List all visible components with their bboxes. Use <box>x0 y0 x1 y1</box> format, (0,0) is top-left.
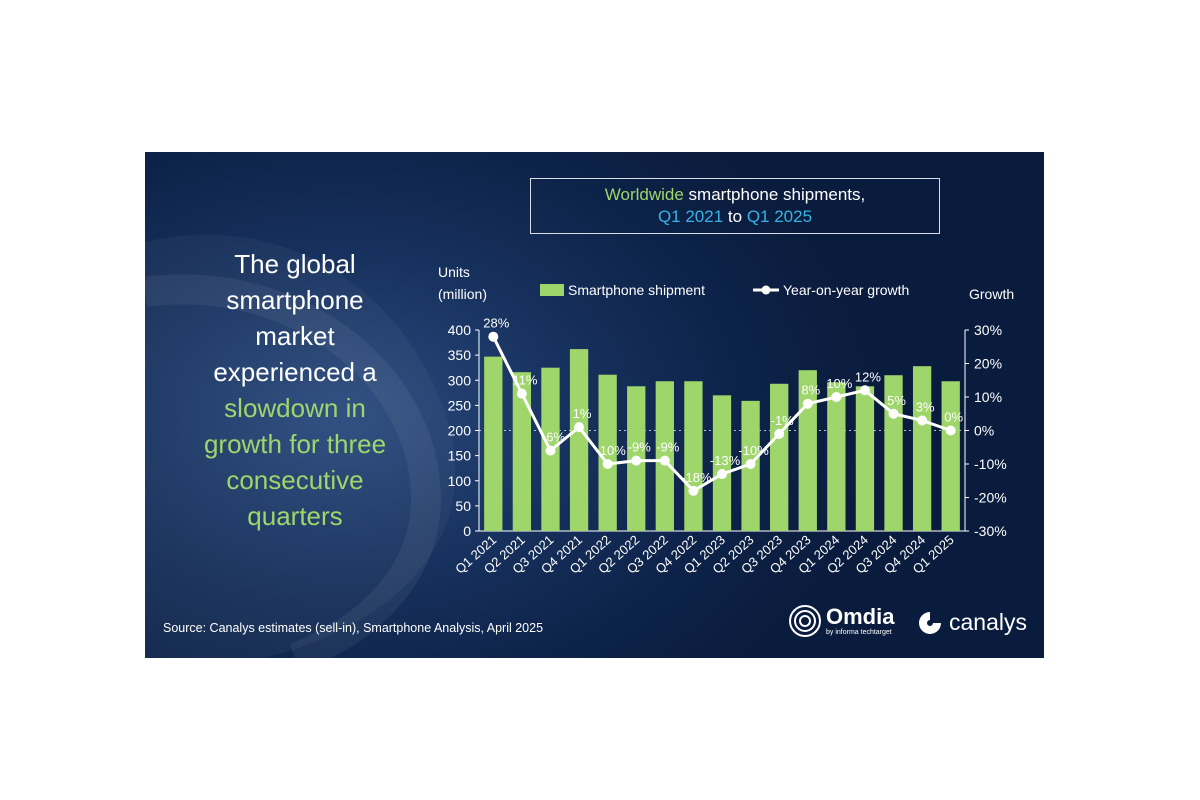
bar-shipment <box>770 383 789 531</box>
y-left-tick-label: 250 <box>448 397 472 413</box>
y-right-tick-label: -20% <box>974 490 1007 506</box>
headline-line: experienced a <box>213 357 377 387</box>
growth-point <box>602 459 613 469</box>
bar-shipment <box>512 372 532 531</box>
bar-shipment <box>712 395 732 531</box>
bar-shipment <box>941 381 960 531</box>
growth-point <box>717 469 727 480</box>
growth-point <box>802 398 813 409</box>
growth-point <box>631 455 642 466</box>
y-right-tick-label: 20% <box>974 356 1002 372</box>
growth-point <box>688 485 699 496</box>
canalys-logo-mark <box>919 611 941 634</box>
growth-data-label: 8% <box>801 383 820 398</box>
omdia-logo-mark <box>789 605 821 637</box>
chart-title-box: Worldwide smartphone shipments, Q1 2021 … <box>530 178 940 234</box>
growth-point <box>888 408 899 419</box>
growth-data-label: -10% <box>595 443 626 458</box>
title-line1-rest: smartphone shipments, <box>683 185 866 204</box>
legend-label-growth: Year-on-year growth <box>783 282 909 298</box>
growth-data-label: 28% <box>483 316 509 331</box>
omdia-logo: Omdia by informa techtarget <box>788 604 894 638</box>
y-right-tick-label: 30% <box>974 322 1002 338</box>
growth-point <box>859 385 870 396</box>
bar-shipment <box>598 374 617 531</box>
headline-line: The global <box>234 249 356 279</box>
legend: Smartphone shipment Year-on-year growth <box>540 282 909 298</box>
slide: Worldwide smartphone shipments, Q1 2021 … <box>145 152 1044 658</box>
y-right-tick-label: 0% <box>974 423 994 439</box>
y-left-tick-label: 200 <box>448 423 472 439</box>
growth-data-label: 11% <box>512 373 537 388</box>
title-start: Q1 2021 <box>657 207 724 226</box>
growth-data-label: -10% <box>738 443 769 458</box>
growth-data-label: -9% <box>656 440 680 455</box>
growth-point <box>516 388 527 399</box>
bar-shipment <box>912 366 932 531</box>
growth-data-label: -9% <box>628 440 652 455</box>
y-axis-right-title: Growth <box>969 286 1014 302</box>
growth-point <box>945 425 956 436</box>
bar-shipment <box>484 356 503 531</box>
headline: The global smartphone market experienced… <box>175 246 415 534</box>
y-right-tick-label: -30% <box>974 523 1007 539</box>
growth-point <box>774 428 785 439</box>
growth-data-label: 5% <box>887 393 906 408</box>
growth-data-label: 10% <box>826 376 852 391</box>
growth-data-label: 12% <box>855 369 881 384</box>
bar-shipment <box>855 386 875 531</box>
y-left-tick-label: 350 <box>448 347 472 363</box>
title-worldwide: Worldwide <box>604 185 684 204</box>
growth-data-label: -6% <box>542 430 566 445</box>
legend-marker-growth <box>761 285 771 295</box>
bar-shipment <box>684 381 703 531</box>
source-note: Source: Canalys estimates (sell-in), Sma… <box>163 621 544 635</box>
canalys-logo: canalys <box>917 609 1027 636</box>
headline-line-green: growth for three <box>203 429 387 459</box>
y-axis-left-title-1: Units <box>438 264 470 280</box>
background-swoosh <box>145 234 456 658</box>
growth-data-label: 3% <box>916 399 935 414</box>
y-left-tick-label: 300 <box>448 372 472 388</box>
omdia-wordmark: Omdia <box>826 603 895 629</box>
chart-title-line1: Worldwide smartphone shipments, <box>531 184 939 206</box>
y-right-tick-label: -10% <box>974 456 1007 472</box>
omdia-byline: by informa techtarget <box>826 628 892 636</box>
growth-data-label: 1% <box>573 406 592 421</box>
legend-label-shipment: Smartphone shipment <box>568 282 705 298</box>
growth-data-label: -1% <box>771 413 795 428</box>
y-left-tick-label: 100 <box>448 473 472 489</box>
growth-point <box>659 455 670 466</box>
shipments-chart: 0 50 100 150 200 250 300 350 400 -30% -20% -10% 0% 10… <box>438 264 1014 577</box>
growth-point <box>488 331 499 342</box>
growth-data-label: -13% <box>710 453 741 468</box>
legend-swatch-shipment <box>540 284 564 296</box>
growth-data-label: -18% <box>681 470 712 485</box>
y-left-tick-label: 50 <box>455 498 471 514</box>
y-left-tick-label: 0 <box>463 523 471 539</box>
headline-line-green: slowdown in <box>224 393 366 423</box>
headline-line-green: consecutive <box>226 465 364 495</box>
title-end: Q1 2025 <box>746 207 813 226</box>
y-left-tick-label: 150 <box>448 448 472 464</box>
growth-point <box>745 459 756 469</box>
growth-point <box>545 445 556 456</box>
growth-point <box>917 415 928 426</box>
y-axis-left-title-2: (million) <box>438 286 487 302</box>
growth-point <box>574 422 585 433</box>
chart-title-line2: Q1 2021 to Q1 2025 <box>531 206 939 228</box>
headline-line-green: quarters <box>247 501 343 531</box>
canalys-wordmark: canalys <box>949 609 1027 635</box>
title-to: to <box>723 207 747 226</box>
y-right-tick-label: 10% <box>974 389 1002 405</box>
bar-shipment <box>827 382 846 531</box>
headline-line: market <box>255 321 335 351</box>
bar-shipment <box>569 349 589 531</box>
y-left-tick-label: 400 <box>448 322 472 338</box>
growth-data-label: 0% <box>944 410 963 425</box>
headline-line: smartphone <box>226 285 364 315</box>
growth-point <box>831 392 842 402</box>
